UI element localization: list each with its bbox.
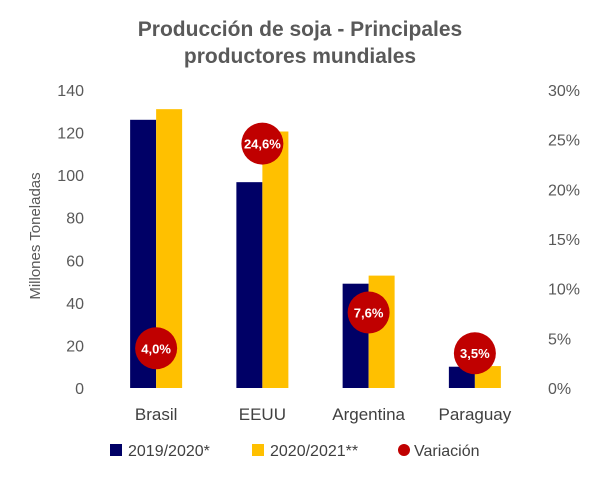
y-axis-label: Millones Toneladas bbox=[27, 172, 44, 299]
variation-label: 4,0% bbox=[141, 341, 171, 356]
variation-marker bbox=[453, 332, 496, 375]
y-tick-label: 0 bbox=[75, 381, 84, 398]
legend-swatch-series1 bbox=[110, 444, 122, 456]
bars bbox=[130, 109, 501, 389]
y-tick-label: 80 bbox=[66, 211, 84, 228]
legend-label-series2: 2020/2021** bbox=[270, 443, 358, 460]
y2-tick-label: 10% bbox=[548, 282, 580, 299]
legend-label-variation: Variación bbox=[414, 443, 480, 460]
y2-tick-label: 5% bbox=[548, 331, 571, 348]
category-labels: Brasil EEUU Argentina Paraguay bbox=[135, 405, 512, 424]
variation-marker bbox=[241, 122, 284, 165]
x-category-label: Argentina bbox=[332, 405, 405, 424]
variation-marker bbox=[135, 327, 178, 370]
y-tick-label: 60 bbox=[66, 253, 84, 270]
x-category-label: Brasil bbox=[135, 405, 178, 424]
y-tick-label: 140 bbox=[57, 83, 84, 100]
y-tick-label: 100 bbox=[57, 168, 84, 185]
y-tick-label: 20 bbox=[66, 338, 84, 355]
bar-series1 bbox=[236, 182, 263, 388]
chart-title-line-2: productores mundiales bbox=[184, 45, 416, 68]
legend-label-series1: 2019/2020* bbox=[128, 443, 210, 460]
variation-label: 3,5% bbox=[460, 346, 490, 361]
chart-title-line-1: Producción de soja - Principales bbox=[138, 18, 462, 41]
y2-tick-label: 30% bbox=[548, 83, 580, 100]
x-category-label: Paraguay bbox=[438, 405, 511, 424]
legend-swatch-variation bbox=[398, 444, 410, 456]
y2-tick-label: 25% bbox=[548, 133, 580, 150]
bar-series2 bbox=[262, 131, 289, 388]
variation-marker bbox=[347, 291, 390, 334]
y-tick-label: 40 bbox=[66, 296, 84, 313]
legend: 2019/2020* 2020/2021** Variación bbox=[110, 443, 480, 460]
y2-axis-ticks: 0% 5% 10% 15% 20% 25% 30% bbox=[548, 83, 580, 398]
y-tick-label: 120 bbox=[57, 126, 84, 143]
variation-label: 7,6% bbox=[354, 306, 384, 321]
x-category-label: EEUU bbox=[239, 405, 286, 424]
y2-tick-label: 20% bbox=[548, 182, 580, 199]
legend-swatch-series2 bbox=[252, 444, 264, 456]
variation-label: 24,6% bbox=[244, 137, 281, 152]
y2-tick-label: 15% bbox=[548, 232, 580, 249]
y-axis-ticks: 0 20 40 60 80 100 120 140 bbox=[57, 83, 84, 398]
variation-markers: 4,0% 24,6% 7,6% 3,5% bbox=[135, 122, 496, 375]
y2-tick-label: 0% bbox=[548, 381, 571, 398]
